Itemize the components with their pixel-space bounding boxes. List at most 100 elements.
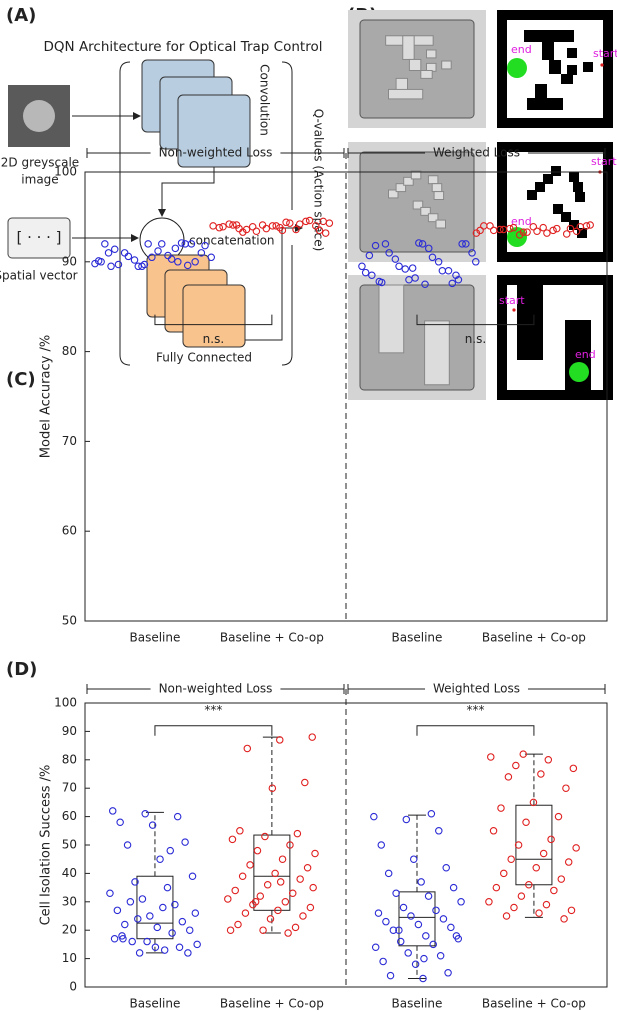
data-point <box>185 950 191 956</box>
maze-obstacle <box>551 166 561 176</box>
data-point <box>378 842 384 848</box>
data-point <box>300 913 306 919</box>
data-point <box>169 930 175 936</box>
data-point <box>573 845 579 851</box>
data-point <box>536 910 542 916</box>
data-point <box>179 918 185 924</box>
panel-a: (A) DQN Architecture for Optical Trap Co… <box>0 5 326 365</box>
micrograph-chamber <box>360 285 474 390</box>
data-point <box>108 263 114 269</box>
data-point <box>359 263 365 269</box>
data-point <box>411 856 417 862</box>
data-point <box>421 955 427 961</box>
data-point <box>566 859 572 865</box>
data-point <box>511 904 517 910</box>
data-point <box>292 924 298 930</box>
data-point <box>436 828 442 834</box>
y-tick-label: 80 <box>62 344 77 358</box>
data-point <box>297 876 303 882</box>
data-point <box>105 250 111 256</box>
data-point <box>362 269 368 275</box>
data-point <box>326 220 332 226</box>
data-point <box>235 921 241 927</box>
y-tick-label: 80 <box>62 752 77 766</box>
data-point <box>310 884 316 890</box>
data-point <box>309 734 315 740</box>
data-point <box>227 927 233 933</box>
data-point <box>239 873 245 879</box>
y-tick-label: 30 <box>62 894 77 908</box>
x-tick-label: Baseline + Co-op <box>220 997 324 1011</box>
data-point <box>244 745 250 751</box>
y-tick-label: 100 <box>54 696 77 710</box>
data-point <box>307 904 313 910</box>
data-point <box>403 816 409 822</box>
data-point <box>102 241 108 247</box>
data-point <box>545 757 551 763</box>
data-point <box>136 950 142 956</box>
data-point <box>189 873 195 879</box>
data-point <box>375 910 381 916</box>
micrograph-obstacle <box>409 59 420 70</box>
data-point <box>294 830 300 836</box>
micrograph-obstacle <box>442 61 452 69</box>
start-point <box>600 63 603 66</box>
data-point <box>182 839 188 845</box>
data-point <box>176 944 182 950</box>
data-point <box>154 924 160 930</box>
data-point <box>114 907 120 913</box>
y-tick-label: 100 <box>54 165 77 179</box>
figure: (A) DQN Architecture for Optical Trap Co… <box>0 0 617 1011</box>
data-point <box>282 899 288 905</box>
data-point <box>127 899 133 905</box>
data-point <box>418 879 424 885</box>
y-tick-label: 0 <box>69 980 77 994</box>
micrograph-obstacle <box>403 36 414 60</box>
vector-symbol: [ · · · ] <box>16 229 61 247</box>
data-point <box>561 916 567 922</box>
data-point <box>396 263 402 269</box>
data-point <box>174 813 180 819</box>
micrograph-obstacle <box>436 220 446 228</box>
bracket <box>282 245 292 365</box>
data-point <box>405 950 411 956</box>
data-point <box>187 927 193 933</box>
data-point <box>210 223 216 229</box>
data-point <box>192 910 198 916</box>
data-point <box>254 847 260 853</box>
data-point <box>445 970 451 976</box>
data-point <box>167 847 173 853</box>
y-tick-label: 40 <box>62 866 77 880</box>
bracket <box>120 62 130 365</box>
y-tick-label: 60 <box>62 524 77 538</box>
maze-obstacle <box>567 48 577 58</box>
data-point <box>443 865 449 871</box>
data-point <box>242 910 248 916</box>
start-point <box>512 308 515 311</box>
data-point <box>555 813 561 819</box>
data-point <box>117 819 123 825</box>
data-point <box>247 862 253 868</box>
maze-obstacle <box>561 74 573 84</box>
data-point <box>533 865 539 871</box>
y-axis-label: Model Accuracy /% <box>39 335 54 458</box>
data-point <box>393 890 399 896</box>
data-point <box>267 916 273 922</box>
x-tick-label: Baseline + Co-op <box>482 997 586 1011</box>
data-point <box>122 921 128 927</box>
micrograph-obstacle <box>432 184 442 192</box>
data-point <box>508 856 514 862</box>
data-point <box>428 811 434 817</box>
data-point <box>144 938 150 944</box>
data-point <box>237 828 243 834</box>
data-point <box>493 884 499 890</box>
data-point <box>486 899 492 905</box>
panel-title: DQN Architecture for Optical Trap Contro… <box>44 39 323 55</box>
data-point <box>157 856 163 862</box>
data-point <box>450 884 456 890</box>
group-label: Weighted Loss <box>433 682 520 696</box>
data-point <box>491 227 497 233</box>
data-point <box>380 958 386 964</box>
data-point <box>111 936 117 942</box>
data-point <box>498 805 504 811</box>
